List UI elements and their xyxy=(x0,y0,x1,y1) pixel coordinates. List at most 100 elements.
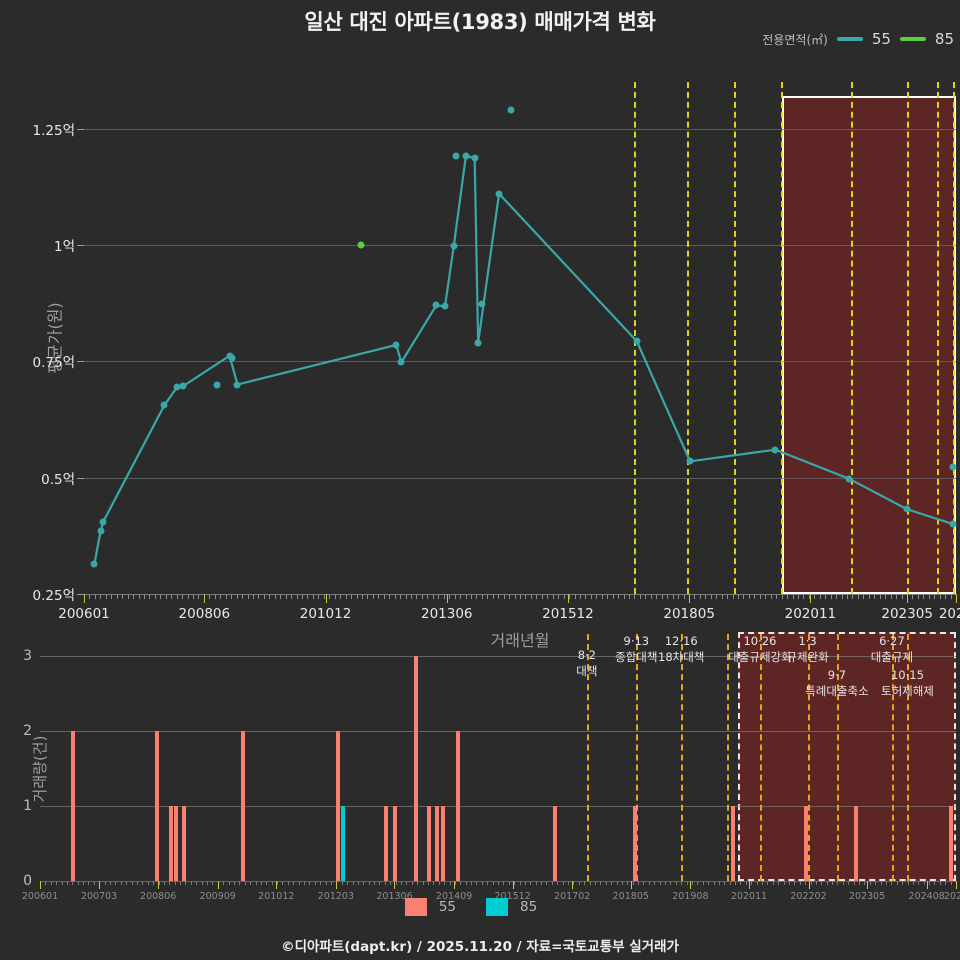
volume-minor-tick xyxy=(411,881,413,885)
price-data-point-55[interactable] xyxy=(213,381,221,389)
price-minor-tick xyxy=(803,594,805,599)
price-minor-tick xyxy=(111,594,113,599)
volume-bar[interactable] xyxy=(854,806,859,881)
price-event-line xyxy=(952,82,955,594)
volume-bar[interactable] xyxy=(341,806,346,881)
price-minor-tick xyxy=(509,594,511,599)
volume-bar[interactable] xyxy=(174,806,179,881)
price-minor-tick xyxy=(263,594,265,599)
volume-minor-tick xyxy=(120,881,122,885)
price-minor-tick xyxy=(258,594,260,599)
volume-minor-tick xyxy=(83,881,85,885)
volume-x-major-tick xyxy=(926,881,928,889)
volume-bar[interactable] xyxy=(441,806,446,881)
volume-minor-tick xyxy=(93,881,95,885)
volume-bar[interactable] xyxy=(552,806,557,881)
volume-minor-tick xyxy=(498,881,499,885)
price-data-point-55[interactable] xyxy=(97,527,105,535)
volume-plot-area[interactable]: 거래량(건) 0 1 2 3 8·2 대책 9·13 종합대책 12·16 18차대책 10·26 대… xyxy=(22,632,960,902)
price-data-point-55[interactable] xyxy=(471,154,479,162)
price-minor-tick xyxy=(601,594,603,599)
price-data-point-55[interactable] xyxy=(462,152,470,160)
legend-top-caption: 전용면적(㎡) xyxy=(762,32,828,47)
volume-minor-tick xyxy=(153,881,155,885)
price-data-point-55[interactable] xyxy=(179,382,187,390)
price-minor-tick xyxy=(323,594,325,599)
volume-x-major-tick xyxy=(512,881,514,889)
price-data-point-55[interactable] xyxy=(452,152,460,160)
volume-bar[interactable] xyxy=(181,806,186,881)
volume-minor-tick xyxy=(751,881,753,885)
volume-minor-tick xyxy=(729,881,731,885)
price-data-point-55[interactable] xyxy=(392,341,400,349)
volume-bar[interactable] xyxy=(803,806,808,881)
volume-bar[interactable] xyxy=(455,731,460,881)
price-minor-tick xyxy=(808,594,810,599)
volume-minor-tick xyxy=(681,881,683,885)
price-data-point-55[interactable] xyxy=(90,560,98,568)
price-data-point-55[interactable] xyxy=(845,475,853,483)
volume-minor-tick xyxy=(578,881,580,885)
price-minor-tick xyxy=(481,594,483,599)
price-data-point-55[interactable] xyxy=(507,106,515,114)
price-plot-area[interactable]: 평균가(원) 거래년월 0.25억 0.5억 0.75억 1억 1.25억 200601 2… xyxy=(33,82,960,650)
price-data-point-55[interactable] xyxy=(686,457,694,465)
price-event-line xyxy=(687,82,690,594)
volume-minor-tick xyxy=(740,881,742,885)
price-data-point-55[interactable] xyxy=(771,446,779,454)
volume-bar[interactable] xyxy=(70,731,75,881)
price-data-point-55[interactable] xyxy=(450,242,458,250)
price-minor-tick xyxy=(705,594,707,599)
price-data-point-55[interactable] xyxy=(432,301,440,309)
volume-bar[interactable] xyxy=(633,806,638,881)
volume-bar[interactable] xyxy=(155,731,160,881)
price-data-point-85[interactable] xyxy=(357,241,365,249)
legend-bottom-label-55[interactable]: 55 xyxy=(438,899,456,915)
volume-minor-tick xyxy=(287,881,289,885)
volume-minor-tick xyxy=(207,881,209,885)
volume-minor-tick xyxy=(174,881,176,885)
volume-bar[interactable] xyxy=(393,806,398,881)
volume-bar[interactable] xyxy=(949,806,954,881)
volume-bar[interactable] xyxy=(384,806,389,881)
volume-minor-tick xyxy=(621,881,623,885)
price-minor-tick xyxy=(187,594,189,599)
price-minor-tick xyxy=(225,594,227,599)
price-data-point-55[interactable] xyxy=(474,339,482,347)
volume-bar[interactable] xyxy=(241,731,246,881)
volume-x-major-tick xyxy=(630,881,632,889)
legend-top-label-85[interactable]: 85 xyxy=(934,30,954,48)
volume-bar[interactable] xyxy=(731,806,736,881)
price-data-point-55[interactable] xyxy=(160,401,168,409)
price-data-point-55[interactable] xyxy=(228,354,236,362)
price-data-point-55[interactable] xyxy=(441,302,449,310)
price-minor-tick xyxy=(928,594,930,599)
volume-bar[interactable] xyxy=(434,806,439,881)
price-minor-tick xyxy=(182,594,184,599)
price-minor-tick xyxy=(296,594,298,599)
price-data-point-55[interactable] xyxy=(903,505,911,513)
volume-bar[interactable] xyxy=(427,806,432,881)
volume-bar[interactable] xyxy=(335,731,340,881)
price-minor-tick xyxy=(394,594,396,599)
price-data-point-55[interactable] xyxy=(233,381,241,389)
price-data-point-55[interactable] xyxy=(949,520,957,528)
volume-bar[interactable] xyxy=(413,656,418,881)
price-data-point-55[interactable] xyxy=(949,463,956,471)
price-data-point-55[interactable] xyxy=(495,190,503,198)
price-data-point-55[interactable] xyxy=(633,337,641,345)
price-minor-tick xyxy=(738,594,739,599)
volume-x-tick-label: 201409 xyxy=(435,891,473,902)
legend-bottom-label-85[interactable]: 85 xyxy=(520,899,538,915)
price-chart: 평균가(원) 거래년월 0.25억 0.5억 0.75억 1억 1.25억 200601 2… xyxy=(0,60,960,650)
legend-top-label-55[interactable]: 55 xyxy=(871,30,891,48)
price-minor-tick xyxy=(678,594,680,599)
price-minor-tick xyxy=(536,594,538,599)
price-data-point-55[interactable] xyxy=(397,358,405,366)
volume-bar[interactable] xyxy=(168,806,173,881)
price-event-line xyxy=(733,82,736,594)
price-data-point-55[interactable] xyxy=(478,300,486,308)
price-data-point-55[interactable] xyxy=(99,518,107,526)
volume-minor-tick xyxy=(88,881,90,885)
price-data-point-55[interactable] xyxy=(173,383,181,391)
